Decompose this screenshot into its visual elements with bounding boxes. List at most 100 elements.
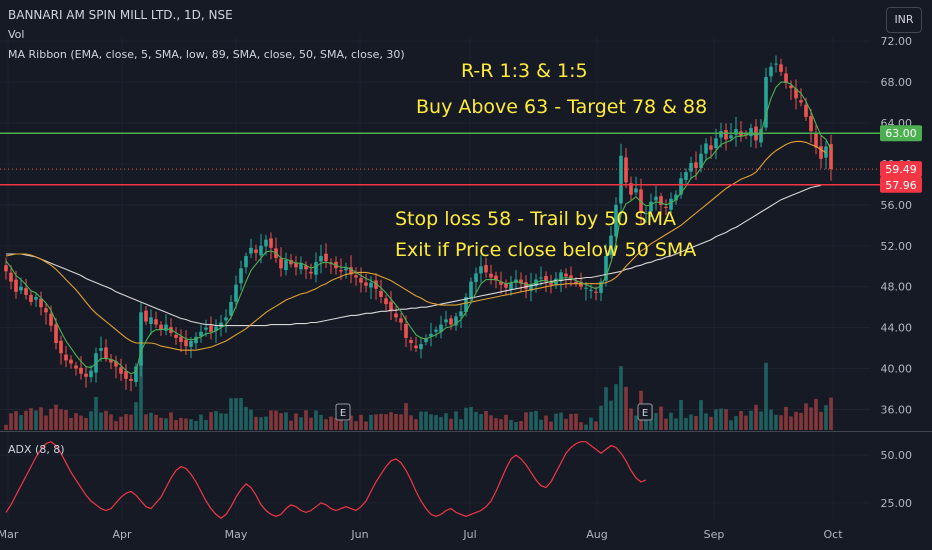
- price-axis[interactable]: 72.0068.0064.0060.0056.0052.0048.0044.00…: [880, 35, 922, 510]
- volume-bar: [459, 419, 463, 430]
- time-axis[interactable]: Mar Apr May Jun Jul Aug Sep Oct: [0, 528, 843, 541]
- horizontal-levels[interactable]: [0, 132, 880, 186]
- volume-bar: [509, 419, 513, 430]
- candle-body: [604, 256, 608, 281]
- candle-body: [804, 104, 808, 117]
- level-price-label: 57.96: [885, 179, 917, 192]
- volume-bar: [359, 414, 363, 430]
- candle-body: [674, 194, 678, 201]
- time-tick-label: May: [225, 528, 248, 541]
- candle-body: [254, 249, 258, 253]
- candle-body: [494, 275, 498, 281]
- time-tick-label: Oct: [823, 528, 843, 541]
- candle-body: [389, 301, 393, 312]
- candle-body: [174, 334, 178, 338]
- volume-bar: [4, 424, 8, 430]
- candle-body: [544, 276, 548, 282]
- buy-target-annotation[interactable]: Buy Above 63 - Target 78 & 88: [416, 96, 708, 118]
- volume-bar: [729, 420, 733, 430]
- volume-bar: [794, 411, 798, 430]
- volume-bar: [804, 403, 808, 430]
- volume-bar: [589, 417, 593, 430]
- level-price-tag[interactable]: [880, 176, 922, 193]
- candle-body: [319, 256, 323, 262]
- candle-body: [444, 319, 448, 323]
- volume-bar: [694, 415, 698, 430]
- candle-body: [224, 317, 228, 321]
- candle-body: [429, 333, 433, 337]
- candle-body: [349, 267, 353, 275]
- volume-bar: [419, 411, 423, 430]
- time-tick-label: Apr: [112, 528, 132, 541]
- volume-bar: [329, 416, 333, 430]
- exit-rule-annotation[interactable]: Exit if Price close below 50 SMA: [395, 239, 697, 261]
- currency-button[interactable]: INR: [886, 7, 922, 33]
- earnings-marker[interactable]: [637, 403, 653, 421]
- candle-body: [819, 146, 823, 159]
- candle-body: [799, 100, 803, 103]
- adx-line: [5, 441, 647, 519]
- volume-bar: [504, 414, 508, 430]
- candle-body: [414, 345, 418, 349]
- risk-reward-annotation[interactable]: R-R 1:3 & 1:5: [461, 60, 588, 82]
- candle-body: [669, 198, 673, 210]
- candle-body: [19, 286, 23, 291]
- volume-bar: [139, 360, 143, 430]
- time-tick-label: Jul: [462, 528, 476, 541]
- volume-bar: [89, 411, 93, 430]
- candle-body: [619, 155, 623, 204]
- volume-bar: [294, 413, 298, 430]
- ma-ribbon-indicator-label[interactable]: MA Ribbon (EMA, close, 5, SMA, low, 89, …: [8, 48, 405, 61]
- candle-body: [814, 132, 818, 148]
- volume-bar: [424, 411, 428, 430]
- volume-bar: [749, 410, 753, 430]
- adx-indicator-label[interactable]: ADX (8, 8): [8, 443, 65, 456]
- volume-bar: [609, 400, 613, 430]
- symbol-title[interactable]: BANNARI AM SPIN MILL LTD., 1D, NSE: [8, 8, 233, 22]
- volume-bar: [404, 403, 408, 430]
- volume-bar: [689, 414, 693, 430]
- candle-body: [184, 339, 188, 347]
- volume-bar: [819, 411, 823, 430]
- volume-bar: [374, 414, 378, 430]
- candle-body: [599, 281, 603, 293]
- volume-bar: [99, 412, 103, 430]
- price-tick-label: 52.00: [881, 240, 913, 253]
- candle-body: [264, 239, 268, 247]
- time-tick-label: Mar: [0, 528, 19, 541]
- volume-bar: [389, 412, 393, 430]
- volume-bar: [379, 413, 383, 430]
- candle-body: [64, 354, 68, 361]
- candle-body: [379, 290, 383, 297]
- level-price-tag[interactable]: [880, 125, 922, 142]
- volume-bar: [484, 410, 488, 430]
- volume-bar: [574, 413, 578, 430]
- volume-bar: [219, 413, 223, 430]
- volume-bar: [244, 406, 248, 430]
- last-price-tag[interactable]: [880, 161, 922, 178]
- candle-body: [214, 326, 218, 331]
- candle-body: [89, 370, 93, 378]
- volume-indicator-label[interactable]: Vol: [8, 28, 25, 41]
- volume-bar: [74, 413, 78, 430]
- volume-bar: [714, 409, 718, 430]
- candle-body: [179, 336, 183, 342]
- candle-body: [269, 238, 273, 248]
- stop-loss-annotation[interactable]: Stop loss 58 - Trail by 50 SMA: [395, 208, 676, 230]
- candle-body: [459, 311, 463, 317]
- candle-body: [434, 329, 438, 332]
- volume-bar: [569, 413, 573, 430]
- candle-body: [369, 282, 373, 288]
- candle-body: [724, 130, 728, 140]
- volume-bar: [679, 399, 683, 430]
- volume-bar: [174, 419, 178, 430]
- candle-body: [809, 116, 813, 132]
- volume-bar: [654, 413, 658, 430]
- earnings-marker[interactable]: [335, 403, 351, 421]
- candle-body: [409, 339, 413, 344]
- volume-bar: [769, 409, 773, 430]
- candle-body: [559, 272, 563, 280]
